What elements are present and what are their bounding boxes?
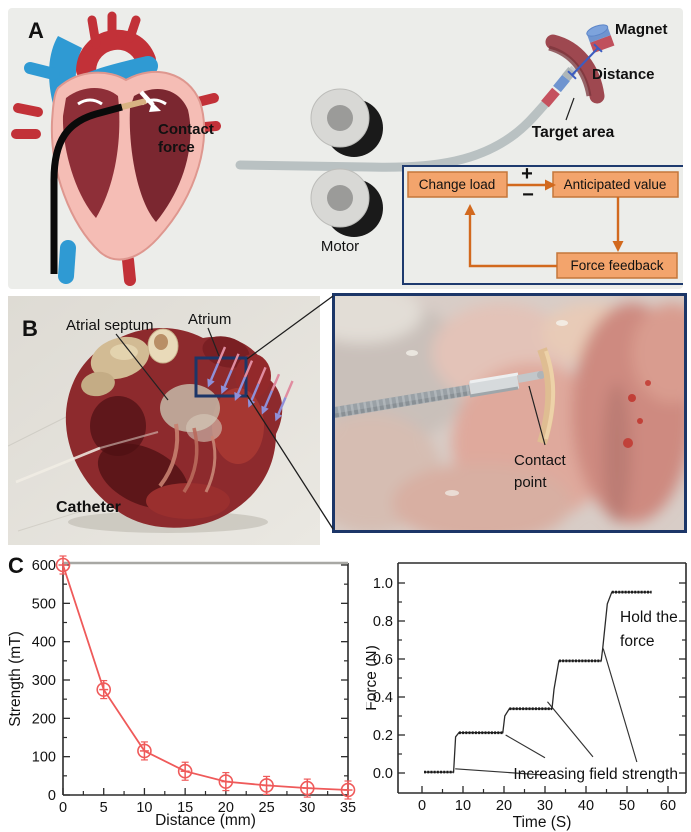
- target-area-label: Target area: [532, 124, 615, 141]
- force-feedback-box: [556, 252, 678, 279]
- motor-illustration: [235, 65, 577, 237]
- svg-text:0.8: 0.8: [373, 614, 393, 630]
- distance-line: [571, 47, 599, 76]
- plus-sign: +: [521, 163, 533, 185]
- tissue-strand: [537, 347, 556, 445]
- svg-text:35: 35: [340, 800, 356, 816]
- atrium-leader: [207, 327, 220, 357]
- contact-point-leader: [528, 385, 546, 446]
- magnet-label: Magnet: [615, 21, 668, 38]
- panel-a-label: A: [28, 18, 44, 43]
- svg-text:0.6: 0.6: [373, 652, 393, 668]
- svg-text:0: 0: [48, 788, 56, 804]
- svg-text:0.0: 0.0: [373, 766, 393, 782]
- change-load-label: Change load: [419, 177, 496, 192]
- svg-text:25: 25: [259, 800, 275, 816]
- field-strength-xlabel: Distance (mm): [155, 812, 256, 829]
- svg-text:1.0: 1.0: [373, 576, 393, 592]
- distance-label: Distance: [592, 66, 655, 83]
- contact-point-label-line1: Contact: [514, 452, 567, 469]
- target-leader-line: [565, 97, 575, 121]
- svg-text:500: 500: [32, 596, 56, 612]
- field-strength-ylabel: Strength (mT): [7, 631, 24, 727]
- svg-text:20: 20: [218, 800, 234, 816]
- svg-text:20: 20: [496, 798, 512, 814]
- motor-label: Motor: [321, 238, 359, 255]
- target-arc: [545, 34, 605, 104]
- hold-the-force-label: Hold the: [620, 609, 678, 626]
- hold-the-force-label: force: [620, 633, 654, 650]
- atrium-label: Atrium: [188, 311, 231, 328]
- force-annotations: Hold the force Increasing field strength: [513, 609, 678, 783]
- increasing-field-strength-label: Increasing field strength: [513, 766, 678, 783]
- tip-band-blue: [553, 74, 570, 93]
- svg-text:10: 10: [136, 800, 152, 816]
- force-steps-ylabel: Force (N): [366, 645, 380, 710]
- svg-text:0.4: 0.4: [373, 690, 393, 706]
- panel-a-schematic: Contact force Motor: [8, 8, 683, 289]
- catheter-closeup: [332, 347, 556, 445]
- svg-text:50: 50: [619, 798, 635, 814]
- heart-illustration: [11, 11, 221, 286]
- catheter-line: [50, 103, 123, 274]
- force-time-chart: 0 10 20 30 40 50 60 0.0 0.2 0.4 0.6 0.8 1.0 Time (S) F…: [366, 562, 687, 831]
- minus-sign: −: [522, 184, 534, 206]
- svg-text:400: 400: [32, 635, 56, 651]
- svg-text:200: 200: [32, 711, 56, 727]
- contact-force-arrow-icon: [139, 90, 155, 107]
- atrial-septum-label: Atrial septum: [66, 317, 154, 334]
- anticipated-value-label: Anticipated value: [564, 177, 667, 192]
- field-strength-series: [55, 555, 356, 800]
- svg-text:60: 60: [660, 798, 676, 814]
- feedback-diagram: [402, 165, 683, 285]
- panel-c-label: C: [8, 553, 24, 578]
- svg-text:0: 0: [418, 798, 426, 814]
- svg-text:0: 0: [59, 800, 67, 816]
- target-magnet-illustration: [545, 24, 615, 121]
- thin-catheter: [15, 446, 101, 484]
- svg-text:30: 30: [299, 800, 315, 816]
- svg-text:40: 40: [578, 798, 594, 814]
- svg-text:100: 100: [32, 750, 56, 766]
- tip-band-red: [541, 87, 560, 108]
- contact-point-label-line2: point: [514, 474, 547, 491]
- force-steps-series: [424, 590, 652, 776]
- force-steps-axes: 0 10 20 30 40 50 60 0.0 0.2 0.4 0.6 0.8 1.0 Time (S) F…: [366, 562, 687, 831]
- panel-b-zoom-inset: Contact point: [332, 293, 687, 533]
- svg-text:600: 600: [32, 558, 56, 574]
- catheter-tip: [121, 98, 147, 110]
- contact-force-label-line2: force: [158, 139, 195, 156]
- force-feedback-label: Force feedback: [570, 258, 663, 273]
- anticipated-value-box: [552, 171, 679, 198]
- svg-text:30: 30: [537, 798, 553, 814]
- svg-text:5: 5: [100, 800, 108, 816]
- svg-text:0.2: 0.2: [373, 728, 393, 744]
- svg-text:15: 15: [177, 800, 193, 816]
- panel-b-label: B: [22, 316, 38, 341]
- tissue-texture: [332, 293, 687, 533]
- contact-force-label-line1: Contact: [158, 121, 214, 138]
- svg-text:300: 300: [32, 673, 56, 689]
- svg-text:10: 10: [455, 798, 471, 814]
- panel-b-heart-photo: B Atrial septum Atrium Catheter: [8, 296, 320, 545]
- catheter-label: Catheter: [56, 499, 121, 516]
- atrial-septum-leader: [115, 333, 169, 401]
- field-strength-chart: C 0 5 10 15 20 25 30 35 0 100 200 300 400 500 600 Dista…: [7, 553, 356, 829]
- force-steps-xlabel: Time (S): [513, 814, 572, 831]
